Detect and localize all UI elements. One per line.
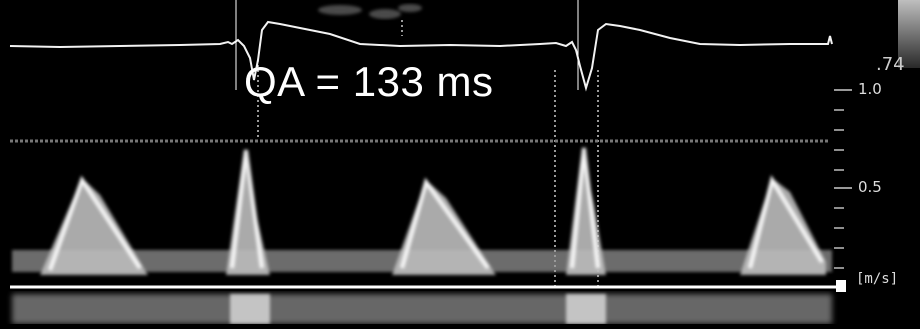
scale-corner-value: .74: [876, 54, 905, 75]
baseline-marker: [836, 280, 846, 292]
scale-tick-label-high: 1.0: [858, 80, 882, 98]
caliper-lines: [257, 20, 599, 290]
velocity-scale-ticks: [834, 89, 852, 269]
scale-tick-label-mid: 0.5: [858, 178, 882, 196]
reverse-flow-noise: [12, 294, 832, 324]
top-image-artifacts: [318, 4, 422, 19]
qa-interval-label: QA = 133 ms: [244, 58, 494, 105]
velocity-unit-label: [m/s]: [856, 271, 899, 287]
reverse-flow-bright: [230, 294, 606, 324]
doppler-spectrum: [40, 147, 826, 275]
ecg-trace: [9, 20, 833, 92]
corner-color-bar: [898, 0, 920, 68]
ecg-markers: [235, 0, 579, 90]
